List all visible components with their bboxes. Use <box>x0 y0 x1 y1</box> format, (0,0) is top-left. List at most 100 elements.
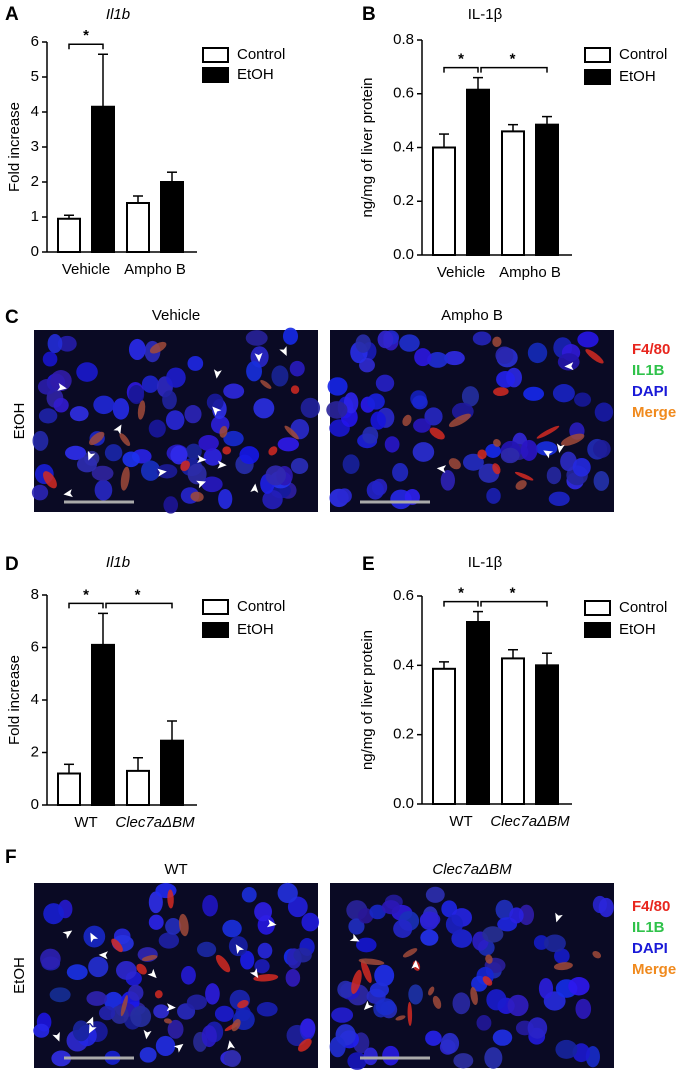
macrophage <box>448 458 461 470</box>
nucleus <box>337 980 355 999</box>
legend-label: Control <box>237 598 285 615</box>
nucleus <box>287 896 308 918</box>
nucleus <box>492 1029 513 1046</box>
macrophage <box>137 400 146 420</box>
bar <box>432 146 456 256</box>
chart-title: IL-1β <box>468 6 503 23</box>
nucleus <box>245 330 268 346</box>
x-tick-label: WT <box>74 814 97 831</box>
panel-letter: C <box>5 307 19 328</box>
nucleus <box>546 466 562 485</box>
nucleus <box>300 397 321 418</box>
y-tick-label: 5 <box>31 68 39 85</box>
nucleus <box>329 1036 346 1058</box>
nucleus <box>239 446 260 465</box>
nucleus <box>485 443 501 458</box>
nucleus <box>486 989 507 1011</box>
chart-title: Il1b <box>106 554 130 571</box>
macrophage <box>493 387 509 397</box>
nucleus <box>254 902 272 922</box>
nucleus <box>57 335 77 352</box>
panel-letter: A <box>5 4 19 25</box>
nucleus <box>265 465 286 486</box>
channel-label: Merge <box>632 404 676 421</box>
significance-bracket <box>68 43 104 50</box>
bar <box>432 667 456 805</box>
nucleus <box>362 426 379 444</box>
nucleus <box>451 929 473 948</box>
macrophage <box>163 1018 172 1024</box>
nucleus <box>290 458 309 475</box>
image-label: WT <box>164 861 187 878</box>
nucleus <box>33 1023 50 1038</box>
image-label: Ampho B <box>441 307 503 324</box>
nucleus <box>91 465 114 481</box>
nucleus <box>568 977 590 996</box>
nucleus <box>384 436 400 453</box>
nucleus <box>366 480 384 500</box>
nucleus <box>165 918 182 935</box>
panel-letter: F <box>5 847 17 868</box>
image-label: Vehicle <box>152 307 200 324</box>
bar <box>466 88 490 256</box>
nucleus <box>424 407 443 426</box>
nucleus <box>115 960 137 980</box>
y-tick-label: 8 <box>31 586 39 603</box>
macrophage <box>402 414 412 427</box>
nucleus <box>369 982 390 998</box>
nucleus <box>472 331 492 346</box>
nucleus <box>348 918 365 935</box>
arrowhead <box>227 1040 236 1050</box>
nucleus <box>148 914 164 930</box>
nucleus <box>76 362 98 382</box>
bar <box>57 217 81 253</box>
panel-letter: E <box>362 554 375 575</box>
y-tick-label: 0.0 <box>393 795 414 812</box>
nucleus <box>342 454 360 475</box>
arrowhead <box>85 1016 94 1027</box>
nucleus <box>520 439 538 461</box>
macrophage <box>222 446 232 455</box>
bar <box>160 739 184 806</box>
nucleus <box>257 942 273 959</box>
legend-swatch <box>202 67 229 83</box>
nucleus <box>38 408 58 424</box>
nucleus <box>186 994 207 1010</box>
significance-star: * <box>458 585 464 602</box>
macrophage <box>561 433 585 446</box>
macrophage <box>149 341 167 354</box>
nucleus <box>413 418 431 433</box>
nucleus <box>293 947 312 963</box>
macrophage <box>514 471 534 481</box>
nucleus <box>445 914 464 935</box>
nucleus <box>527 342 548 364</box>
macrophage <box>120 466 130 491</box>
nucleus <box>495 346 514 365</box>
nucleus <box>557 353 580 371</box>
nucleus <box>369 904 386 920</box>
nucleus <box>282 327 299 345</box>
panel-letter: B <box>362 4 376 25</box>
nucleus <box>162 390 177 410</box>
nucleus <box>184 404 202 424</box>
legend-label: Control <box>619 599 667 616</box>
nucleus <box>53 397 69 413</box>
nucleus <box>300 1018 316 1038</box>
nucleus <box>155 1035 176 1056</box>
nucleus <box>427 352 448 368</box>
arrowhead <box>249 968 259 978</box>
y-tick-label: 0.2 <box>393 192 414 209</box>
macrophage <box>592 951 602 959</box>
y-tick-label: 0.6 <box>393 85 414 102</box>
macrophage <box>136 963 147 975</box>
x-tick-label: WT <box>449 813 472 830</box>
row-label: EtOH <box>11 957 28 994</box>
legend-swatch <box>584 600 611 616</box>
nucleus <box>223 430 244 447</box>
macrophage <box>493 439 501 447</box>
significance-star: * <box>510 51 516 68</box>
macrophage <box>180 460 190 472</box>
nucleus <box>382 1045 400 1066</box>
significance-bracket <box>443 66 479 73</box>
nucleus <box>214 1005 234 1022</box>
